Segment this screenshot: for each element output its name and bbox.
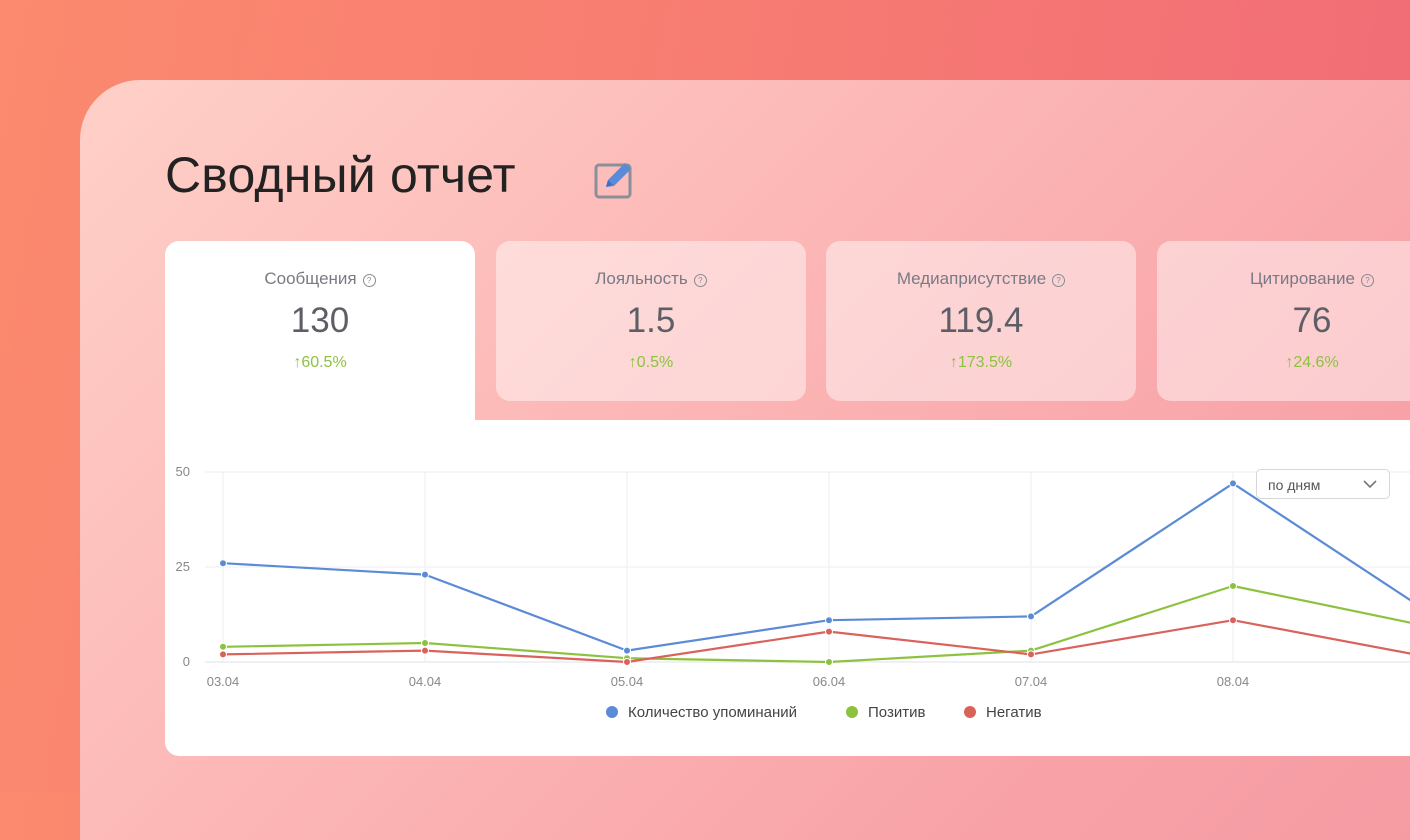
chart-container [165, 420, 1410, 756]
card-value: 1.5 [626, 301, 676, 340]
page-title: Сводный отчет [165, 147, 516, 203]
data-point [825, 616, 833, 625]
card-label: Медиаприсутствие [896, 269, 1047, 288]
data-point [623, 658, 631, 666]
chevron-down-icon [1363, 480, 1377, 489]
card-loyalty[interactable]: Лояльность? 1.5 ↑0.5% [496, 241, 806, 401]
data-point [1229, 582, 1237, 590]
card-delta: 24.6% [1293, 354, 1339, 371]
help-icon[interactable]: ? [1360, 274, 1374, 287]
legend-dot [964, 706, 976, 718]
arrow-up-icon: ↑ [628, 354, 637, 371]
card-value: 130 [290, 301, 350, 340]
x-tick-label: 05.04 [611, 674, 644, 689]
x-tick-label: 06.04 [813, 674, 846, 689]
card-delta: 173.5% [957, 354, 1013, 371]
card-citation[interactable]: Цитирование? 76 ↑24.6% [1157, 241, 1410, 401]
help-icon[interactable]: ? [362, 274, 376, 287]
card-messages[interactable]: Сообщения? 130 ↑60.5% [165, 241, 475, 431]
data-point [219, 650, 227, 659]
legend-positive[interactable]: Позитив [846, 704, 925, 721]
x-tick-label: 07.04 [1015, 674, 1048, 689]
data-point [421, 639, 429, 647]
line-chart: 0 25 50 03.04 04.04 05.04 06.04 07.04 08.04 [176, 464, 1410, 689]
card-delta: 60.5% [301, 354, 347, 371]
legend-negative[interactable]: Негатив [964, 704, 1042, 721]
arrow-up-icon: ↑ [1285, 354, 1294, 371]
card-media-presence[interactable]: Медиаприсутствие? 119.4 ↑173.5% [826, 241, 1136, 401]
y-tick-label: 25 [176, 559, 190, 574]
data-point [1229, 479, 1237, 488]
card-value: 76 [1292, 301, 1332, 340]
help-icon[interactable]: ? [1052, 274, 1066, 287]
data-point [421, 570, 429, 579]
legend-mentions[interactable]: Количество упоминаний [606, 704, 797, 721]
legend-dot [846, 706, 858, 718]
series-line [222, 619, 1410, 664]
legend-label: Количество упоминаний [628, 704, 798, 721]
data-point [219, 559, 227, 568]
card-label: Сообщения [264, 269, 357, 288]
period-select[interactable]: по дням [1256, 469, 1390, 499]
y-tick-label: 50 [176, 464, 190, 479]
data-point [1229, 616, 1237, 625]
data-point [1027, 650, 1035, 659]
y-tick-label: 0 [183, 654, 190, 669]
card-value: 119.4 [938, 301, 1024, 340]
period-select-value: по дням [1268, 477, 1321, 493]
legend-dot [606, 706, 618, 718]
legend-label: Негатив [986, 704, 1042, 721]
data-point [1027, 612, 1035, 621]
arrow-up-icon: ↑ [293, 354, 302, 371]
legend-label: Позитив [868, 704, 926, 721]
data-point [623, 646, 631, 655]
card-label: Цитирование [1250, 269, 1355, 288]
x-tick-label: 03.04 [207, 674, 240, 689]
edit-icon[interactable] [592, 157, 638, 203]
data-point [421, 646, 429, 655]
arrow-up-icon: ↑ [949, 354, 958, 371]
card-delta: 0.5% [636, 354, 674, 371]
data-point [219, 642, 227, 651]
x-tick-label: 08.04 [1217, 674, 1250, 689]
card-label: Лояльность [595, 269, 688, 288]
x-tick-label: 04.04 [409, 674, 442, 689]
data-point [825, 658, 833, 666]
help-icon[interactable]: ? [693, 274, 707, 287]
data-point [825, 627, 833, 636]
